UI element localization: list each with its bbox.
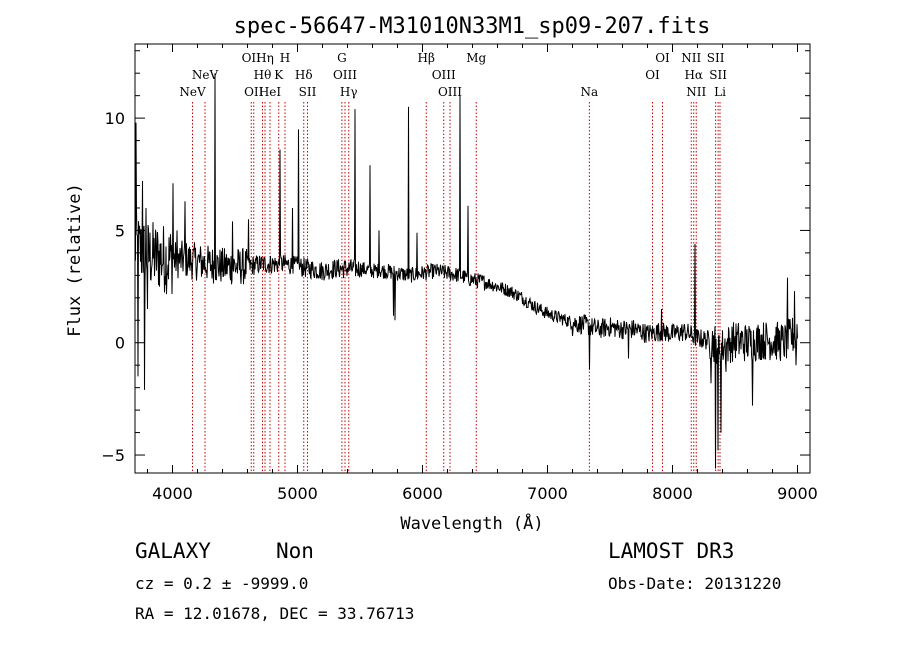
x-axis-ticks: 4000 5000 6000 7000 8000 9000	[147, 44, 818, 503]
y-axis-label: Flux (relative)	[65, 183, 85, 337]
x-tick-label: 4000	[152, 484, 193, 503]
line-marker-label: NII	[686, 85, 706, 99]
line-marker-label-group: NeV NeV OII OII Hθ Hη HeI KH Hδ SII G OIII Hγ Hβ OIII O…	[179, 51, 727, 99]
cz-readout: cz = 0.2 ± -9999.0	[135, 574, 308, 593]
x-tick-label: 9000	[777, 484, 818, 503]
obs-date-readout: Obs-Date: 20131220	[608, 574, 781, 593]
line-marker-label: OIII	[438, 85, 462, 99]
line-marker-label: OI	[645, 68, 660, 82]
x-tick-label: 6000	[402, 484, 443, 503]
subclass-label: Non	[276, 539, 314, 563]
line-marker-label: OII	[242, 51, 262, 65]
line-marker-label: Hδ	[295, 68, 313, 82]
line-marker-label: Hθ	[254, 68, 272, 82]
plot-frame	[134, 43, 811, 474]
x-tick-label: 7000	[527, 484, 568, 503]
coordinates-readout: RA = 12.01678, DEC = 33.76713	[135, 604, 414, 623]
y-axis-ticks: −5 0 5 10	[101, 50, 810, 465]
x-tick-label: 5000	[277, 484, 318, 503]
y-tick-label: 10	[105, 109, 125, 128]
line-marker-label: Hη	[256, 51, 274, 65]
y-tick-label: 5	[115, 221, 125, 240]
line-marker-label: NeV	[179, 85, 206, 99]
line-marker-label: Na	[581, 85, 599, 99]
line-marker-label: OIII	[333, 68, 357, 82]
line-marker-label: HeI	[259, 85, 282, 99]
x-tick-label: 8000	[652, 484, 693, 503]
line-marker-label: SII	[299, 85, 317, 99]
line-marker-label: OIII	[432, 68, 456, 82]
spectrum-line	[134, 73, 798, 469]
line-marker-label: K	[274, 68, 284, 82]
x-axis-label: Wavelength (Å)	[400, 512, 543, 534]
line-marker-label: Li	[714, 85, 726, 99]
line-marker-label: Hγ	[340, 85, 358, 99]
line-marker-label: Hα	[684, 68, 703, 82]
line-marker-label: Hβ	[418, 51, 435, 65]
line-marker-label: SII	[707, 51, 725, 65]
line-marker-label: OI	[655, 51, 670, 65]
survey-label: LAMOST DR3	[608, 539, 734, 563]
line-marker-label: OII	[244, 85, 264, 99]
chart-title: spec-56647-M31010N33M1_sp09-207.fits	[234, 14, 711, 39]
line-marker-label: NeV	[192, 68, 219, 82]
line-marker-label: H	[280, 51, 290, 65]
line-marker-label: Mg	[466, 51, 486, 65]
line-marker-label: NII	[681, 51, 701, 65]
object-class-label: GALAXY	[135, 539, 211, 563]
y-tick-label: 0	[115, 334, 125, 353]
line-marker-group	[192, 102, 721, 473]
line-marker-label: SII	[709, 68, 727, 82]
line-marker-label: G	[337, 51, 347, 65]
y-tick-label: −5	[101, 446, 125, 465]
